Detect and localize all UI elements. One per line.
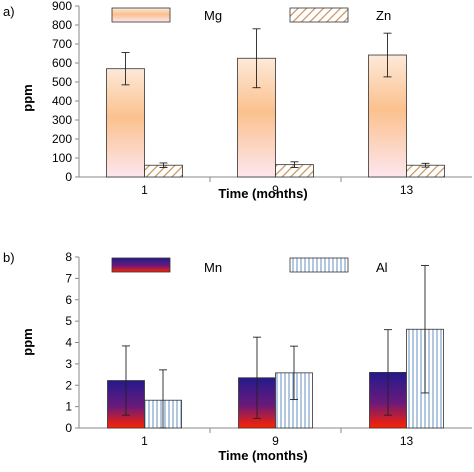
legend-label-zn: Zn bbox=[376, 8, 391, 23]
legend-swatch-zn bbox=[289, 7, 349, 23]
panel-a-y-tick-label: 700 bbox=[52, 37, 72, 51]
panel-a-y-tick-label: 600 bbox=[52, 56, 72, 70]
legend-label-mg: Mg bbox=[204, 8, 222, 23]
panel-b-y-tick-label: 1 bbox=[65, 400, 72, 414]
panel-b-x-tick-label: 13 bbox=[400, 434, 414, 448]
panel-b-y-tick-label: 4 bbox=[65, 336, 72, 350]
panel-b-y-tick-label: 2 bbox=[65, 378, 72, 392]
panel-a-legend: Mg Zn bbox=[111, 7, 391, 23]
panel-b-y-tick-label: 0 bbox=[65, 421, 72, 435]
panel-a-y-tick-label: 500 bbox=[52, 75, 72, 89]
panel-a-y-tick-label: 0 bbox=[65, 170, 72, 184]
panel-b-error-bar-al-9 bbox=[290, 345, 298, 401]
panel-b-y-tick-label: 7 bbox=[65, 271, 72, 285]
panel-a-y-axis-title: ppm bbox=[20, 84, 35, 111]
panel-a-x-tick-label: 9 bbox=[272, 183, 279, 197]
panel-a-error-bar-zn-13 bbox=[421, 162, 430, 168]
panel-a-error-bar-zn-9 bbox=[290, 161, 299, 168]
panel-a: a) ppm Time (months) Mg Zn 0 100 200 300 400… bbox=[3, 0, 472, 201]
panel-b: b) ppm Time (months) Mn Al 0 1 2 3 4 5 6 7 8 1 9 13 bbox=[3, 250, 472, 463]
panel-a-error-bar-mg-13 bbox=[383, 32, 392, 78]
panel-b-error-bar-mn-13 bbox=[384, 329, 392, 416]
panel-a-error-bar-zn-1 bbox=[159, 162, 168, 168]
panel-b-y-tick-label: 8 bbox=[65, 250, 72, 264]
panel-a-x-tick-label: 13 bbox=[400, 183, 414, 197]
panel-a-label: a) bbox=[3, 4, 15, 19]
panel-a-x-tick-label: 1 bbox=[141, 183, 148, 197]
panel-a-y-tick-label: 300 bbox=[52, 113, 72, 127]
panel-b-y-axis-title: ppm bbox=[20, 328, 35, 355]
panel-b-x-axis-title: Time (months) bbox=[218, 448, 307, 463]
panel-b-x-tick-label: 1 bbox=[141, 434, 148, 448]
panel-a-y-tick-label: 400 bbox=[52, 94, 72, 108]
panel-a-y-tick-label: 100 bbox=[52, 151, 72, 165]
panel-b-y-tick-label: 5 bbox=[65, 314, 72, 328]
panel-a-error-bar-mg-1 bbox=[121, 52, 130, 86]
panel-a-y-tick-label: 200 bbox=[52, 132, 72, 146]
panel-b-x-tick-label: 9 bbox=[272, 434, 279, 448]
legend-label-mn: Mn bbox=[204, 260, 222, 275]
panel-a-x-axis-title: Time (months) bbox=[218, 186, 307, 201]
panel-a-error-bar-mg-9 bbox=[252, 28, 261, 89]
panel-a-y-tick-label: 900 bbox=[52, 0, 72, 13]
panel-b-error-bar-al-1 bbox=[159, 369, 167, 429]
legend-label-al: Al bbox=[376, 260, 388, 275]
legend-swatch-al bbox=[289, 257, 349, 273]
panel-b-error-bar-al-13 bbox=[421, 265, 429, 394]
panel-b-y-tick-label: 6 bbox=[65, 293, 72, 307]
panel-b-y-tick-label: 3 bbox=[65, 357, 72, 371]
legend-swatch-mn bbox=[111, 257, 171, 273]
panel-b-error-bar-mn-1 bbox=[122, 345, 130, 416]
legend-swatch-mg bbox=[111, 7, 171, 23]
panel-b-error-bar-mn-9 bbox=[253, 336, 261, 419]
panel-b-legend: Mn Al bbox=[111, 257, 388, 275]
panel-a-bar-mg-1 bbox=[106, 68, 145, 178]
panel-b-label: b) bbox=[3, 250, 15, 265]
panel-a-y-tick-label: 800 bbox=[52, 18, 72, 32]
